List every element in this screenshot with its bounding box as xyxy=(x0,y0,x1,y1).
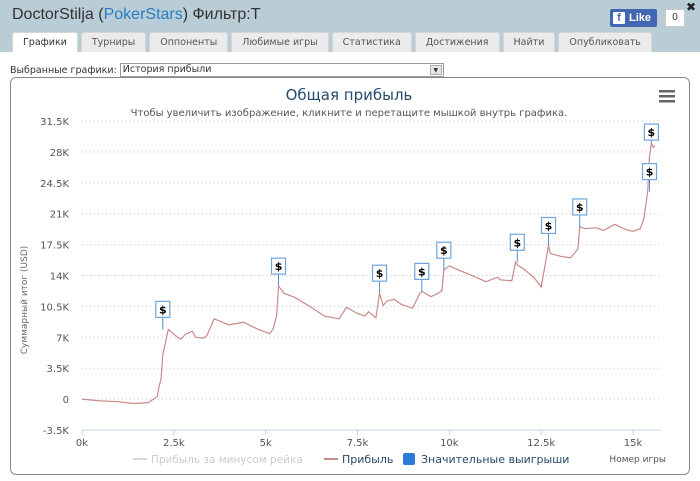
site-open: ( xyxy=(98,6,104,23)
y-tick-label: 28K xyxy=(50,148,70,159)
dollar-icon: $ xyxy=(648,126,656,139)
legend-item-rake[interactable]: Прибыль за минусом рейка xyxy=(133,454,303,466)
legend-item-big-wins[interactable]: Значительные выигрыши xyxy=(403,453,569,466)
big-win-flags: $ $ $ $ $ $ $ $ $ $ xyxy=(155,123,659,330)
x-axis-ticks: 0k 2.5k 5k 7.5k 10k 12.5k 15k xyxy=(76,430,643,449)
tab-bar: Графики Турниры Оппоненты Любимые игры С… xyxy=(12,32,652,53)
big-win-flag[interactable]: $ xyxy=(540,216,557,235)
facebook-like-button[interactable]: f Like xyxy=(610,9,658,27)
x-tick-label: 15k xyxy=(624,438,643,449)
tab-search[interactable]: Найти xyxy=(502,32,556,52)
site-close: ) xyxy=(182,6,189,23)
dollar-icon: $ xyxy=(576,201,584,214)
chart-title: Общая прибыль xyxy=(286,86,413,104)
y-tick-label: 17.5K xyxy=(40,241,69,252)
y-tick-label: 14K xyxy=(50,272,70,283)
dollar-icon: $ xyxy=(440,244,448,257)
tab-achievements[interactable]: Достижения xyxy=(414,32,500,52)
y-tick-label: -3.5K xyxy=(43,426,70,437)
big-win-flag[interactable]: $ xyxy=(509,233,525,251)
chevron-down-icon[interactable]: ▼ xyxy=(429,65,442,75)
y-tick-label: 31.5K xyxy=(40,117,69,128)
x-tick-label: 2.5k xyxy=(163,438,185,449)
chart-subtitle: Чтобы увеличить изображение, кликните и … xyxy=(131,108,568,119)
tab-favorite-games[interactable]: Любимые игры xyxy=(231,32,329,52)
big-win-flag[interactable]: $ xyxy=(572,198,588,216)
chart-selector-label: Выбранные графики: xyxy=(10,64,117,76)
tab-tournaments[interactable]: Турниры xyxy=(80,32,147,52)
legend-label-rake: Прибыль за минусом рейка xyxy=(151,454,303,466)
tab-charts[interactable]: Графики xyxy=(12,32,78,53)
x-tick-label: 5k xyxy=(260,438,272,449)
facebook-like-label: Like xyxy=(629,12,652,24)
chart-selector-row: Выбранные графики: История прибыли ▼ xyxy=(10,63,444,77)
player-name: DoctorStilja xyxy=(12,6,94,23)
big-win-flag[interactable]: $ xyxy=(270,257,287,275)
close-icon[interactable]: ✖ xyxy=(685,0,696,14)
filter-label: Фильтр:Т xyxy=(192,6,261,23)
chart-select-value: История прибыли xyxy=(122,64,212,75)
y-axis-ticks: 31.5K 28K 24.5K 21K 17.5K 14K 10.5K 7K 3.5K 0 -3.5… xyxy=(40,117,69,437)
grid-lines xyxy=(82,120,661,431)
dollar-icon: $ xyxy=(646,166,654,179)
dollar-icon: $ xyxy=(418,265,426,278)
y-tick-label: 21K xyxy=(50,210,70,221)
legend-label-big-wins: Значительные выигрыши xyxy=(421,453,569,466)
y-axis-label: Суммарный итог (USD) xyxy=(20,246,30,355)
big-win-flag[interactable]: $ xyxy=(414,262,430,280)
legend: Прибыль за минусом рейка Прибыль Значите… xyxy=(133,453,569,466)
content-panel: Выбранные графики: История прибыли ▼ Общ… xyxy=(0,52,700,481)
big-win-flag[interactable]: $ xyxy=(436,241,452,259)
title-bar: DoctorStilja (PokerStars) Фильтр:Т xyxy=(12,6,260,24)
big-win-flag[interactable]: $ xyxy=(371,264,388,282)
x-tick-label: 12.5k xyxy=(527,438,555,449)
dollar-icon: $ xyxy=(545,219,553,232)
y-tick-label: 0 xyxy=(63,395,69,406)
x-axis-label: Номер игры xyxy=(609,455,666,465)
menu-icon[interactable] xyxy=(659,90,675,103)
site-link[interactable]: PokerStars xyxy=(103,6,183,23)
legend-item-profit[interactable]: Прибыль xyxy=(324,453,393,466)
big-win-flag[interactable]: $ xyxy=(155,300,171,318)
profit-line xyxy=(81,140,656,405)
facebook-icon: f xyxy=(613,12,625,24)
tab-opponents[interactable]: Оппоненты xyxy=(149,32,229,52)
x-tick-label: 10k xyxy=(440,438,459,449)
y-tick-label: 3.5K xyxy=(47,364,70,375)
legend-label-profit: Прибыль xyxy=(342,453,393,466)
facebook-like-count: 0 xyxy=(661,9,685,27)
dollar-icon: $ xyxy=(513,236,521,249)
big-win-flag[interactable]: $ xyxy=(643,123,659,141)
dollar-icon: $ xyxy=(376,267,384,280)
big-win-flag[interactable]: $ xyxy=(641,163,658,181)
tab-publish[interactable]: Опубликовать xyxy=(558,32,652,52)
profit-chart[interactable]: Общая прибыль Чтобы увеличить изображени… xyxy=(11,78,691,476)
x-tick-label: 7.5k xyxy=(347,438,369,449)
dollar-icon: $ xyxy=(159,303,167,316)
dollar-icon: $ xyxy=(275,260,283,273)
tab-statistics[interactable]: Статистика xyxy=(331,32,412,52)
x-tick-label: 0k xyxy=(76,438,88,449)
chart-select[interactable]: История прибыли ▼ xyxy=(119,63,444,77)
y-tick-label: 10.5K xyxy=(40,302,69,313)
y-tick-label: 7K xyxy=(56,333,69,344)
chart-container[interactable]: Общая прибыль Чтобы увеличить изображени… xyxy=(10,77,690,475)
y-tick-label: 24.5K xyxy=(40,179,69,190)
